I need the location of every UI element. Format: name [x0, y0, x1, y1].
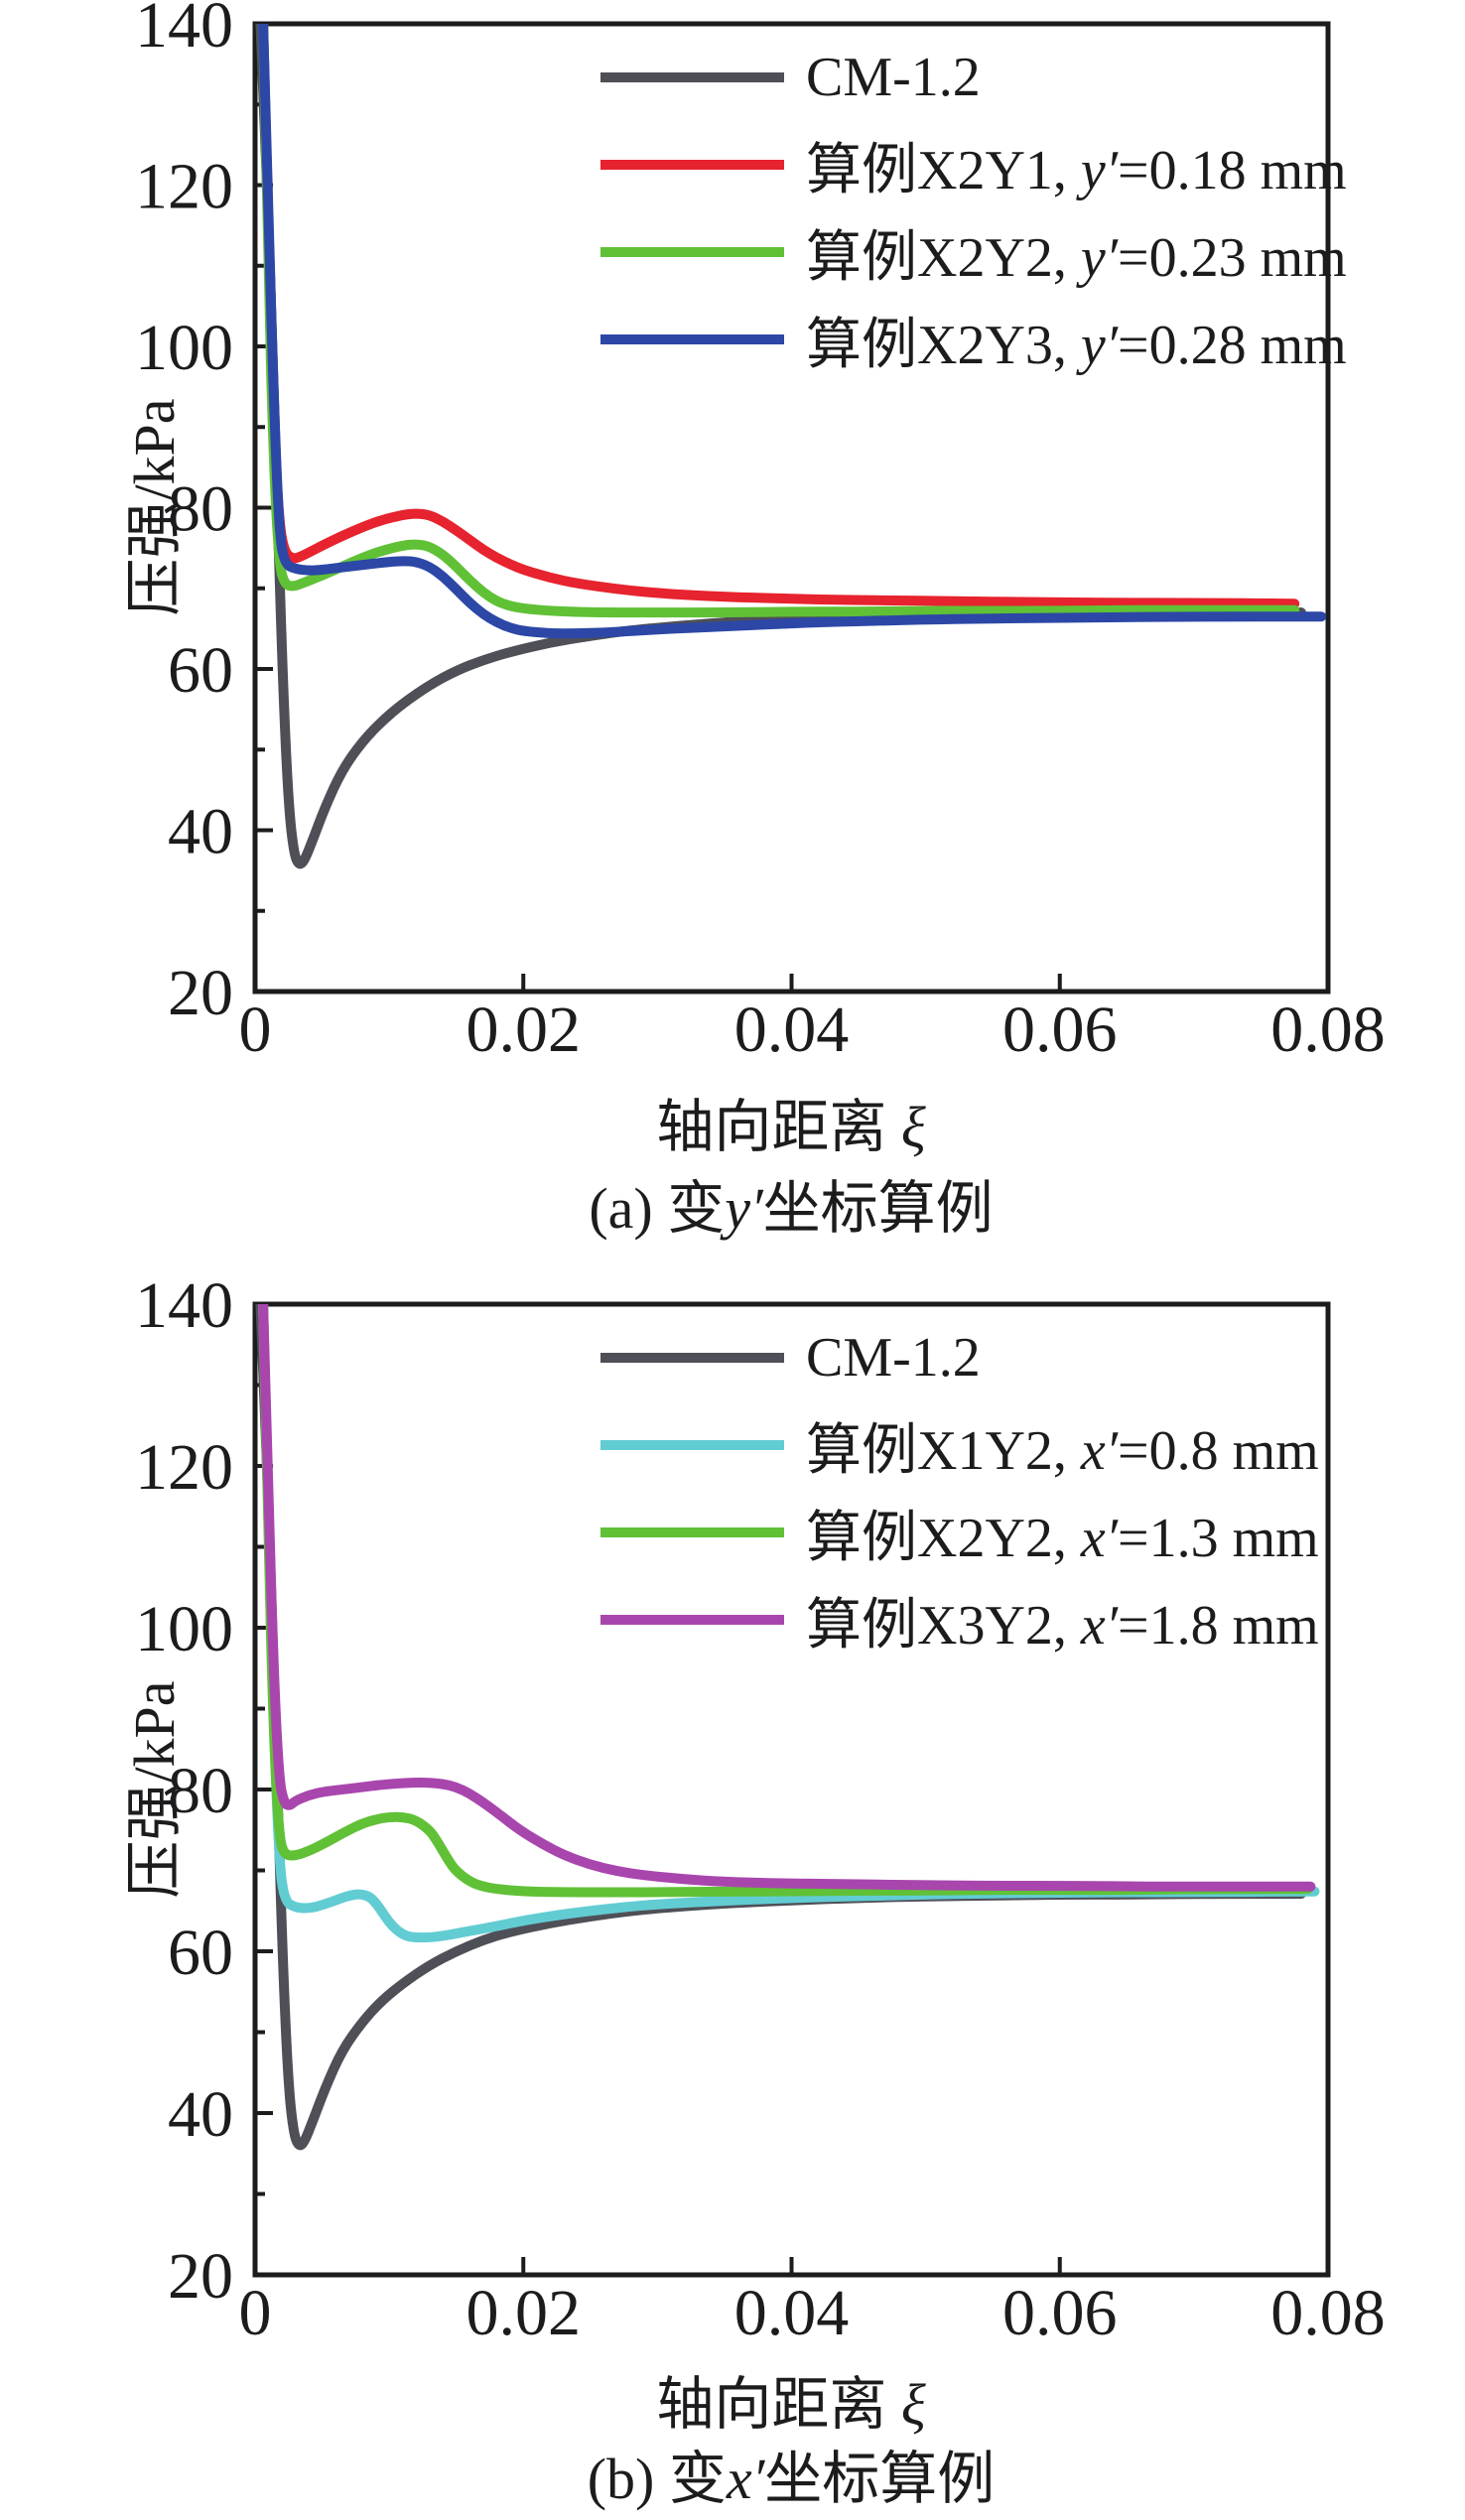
chart-a-plot: 140 120 100 80 60 40 200 0.02 0.04 0.06 0.08 [135, 0, 1386, 1066]
legend-item: CM-1.2 [600, 1314, 1319, 1401]
y-tick-label: 100 [135, 1593, 233, 1665]
legend-item: 算例X2Y2, x′=1.3 mm [600, 1489, 1319, 1576]
legend-item: CM-1.2 [600, 34, 1347, 121]
x-axis-title-text: 轴向距离 [656, 1095, 901, 1159]
y-tick-label: 40 [168, 2078, 233, 2151]
caption-suffix: 坐标算例 [762, 1176, 994, 1241]
x-axis-title-symbol: ξ [900, 1095, 926, 1159]
chart-a-legend: CM-1.2 算例X2Y1, y′=0.18 mm 算例X2Y2, y′=0.2… [600, 34, 1347, 383]
x-tick-label: 0.02 [466, 2277, 582, 2349]
legend-item: 算例X2Y2, y′=0.23 mm [600, 208, 1347, 296]
chart-a-x-axis-title: 轴向距离 ξ [656, 1080, 925, 1163]
x-tick-label: 0.02 [466, 994, 582, 1066]
y-tick-label: 80 [168, 473, 233, 546]
y-tick-label: 120 [135, 151, 233, 223]
chart-a-y-axis-title: 压强/kPa [122, 398, 187, 616]
legend-item: 算例X1Y2, x′=0.8 mm [600, 1401, 1319, 1489]
y-tick-label: 120 [135, 1431, 233, 1504]
x-axis-title-text: 轴向距离 [656, 2372, 901, 2437]
chart-b-plot: 140 120 100 80 60 40 200 0.02 0.04 0.06 0.08 [135, 1269, 1386, 2349]
y-tick-label: 140 [135, 1269, 233, 1342]
legend-swatch-line [600, 1440, 784, 1450]
chart-b-caption: (b) 变x′坐标算例 [588, 2432, 996, 2515]
caption-suffix: 坐标算例 [764, 2447, 996, 2511]
x-tick-label: 0.06 [1002, 2277, 1118, 2349]
legend-item: 算例X2Y3, y′=0.28 mm [600, 296, 1347, 383]
legend-swatch-line [600, 1615, 784, 1625]
legend-label: 算例X1Y2, x′=0.8 mm [806, 1419, 1319, 1482]
y-tick-label: 40 [168, 796, 233, 868]
curve-x2y1 [258, 24, 1300, 609]
x-tick-label: 0.08 [1270, 2277, 1386, 2349]
legend-swatch-line [600, 334, 784, 344]
y-tick-label: 60 [168, 634, 233, 707]
legend-swatch-line [600, 247, 784, 257]
x-tick-label: 0.08 [1270, 994, 1386, 1066]
legend-label: CM-1.2 [806, 47, 981, 108]
curve-x2y3 [258, 24, 1327, 639]
y-tick-label: 20 [168, 2240, 233, 2313]
chart-b: 140 120 100 80 60 40 20 0 0.02 0.04 0.06 0.08 压强/kP… [0, 1260, 1465, 2520]
y-tick-label: 20 [168, 957, 233, 1029]
caption-symbol: x′ [726, 2447, 765, 2511]
y-tick-label: 80 [168, 1755, 233, 1827]
y-tick-label: 60 [168, 1917, 233, 1989]
legend-label: 算例X3Y2, x′=1.8 mm [806, 1594, 1319, 1657]
caption-prefix: (a) 变 [589, 1176, 726, 1241]
x-tick-label: 0 [239, 2277, 272, 2349]
legend-label: 算例X2Y1, y′=0.18 mm [806, 139, 1347, 201]
y-tick-label: 140 [135, 0, 233, 62]
legend-item: 算例X3Y2, x′=1.8 mm [600, 1576, 1319, 1663]
caption-symbol: y′ [725, 1176, 763, 1241]
chart-b-y-axis-title: 压强/kPa [122, 1680, 187, 1899]
legend-item: 算例X2Y1, y′=0.18 mm [600, 121, 1347, 208]
x-tick-label: 0.04 [734, 2277, 850, 2349]
legend-swatch-line [600, 1353, 784, 1363]
curve-x2y2 [258, 1304, 1313, 1898]
x-tick-label: 0.06 [1002, 994, 1118, 1066]
legend-label: CM-1.2 [806, 1327, 981, 1389]
legend-label: 算例X2Y2, x′=1.3 mm [806, 1507, 1319, 1569]
caption-prefix: (b) 变 [587, 2447, 727, 2511]
legend-swatch-line [600, 72, 784, 82]
curve-x3y2 [258, 1304, 1316, 1892]
x-tick-label: 0.04 [734, 994, 850, 1066]
x-axis-title-symbol: ξ [900, 2372, 926, 2437]
chart-b-x-axis-title: 轴向距离 ξ [656, 2357, 925, 2441]
legend-label: 算例X2Y2, y′=0.23 mm [806, 226, 1347, 289]
curve-x1y2 [258, 1304, 1320, 1943]
chart-a-caption: (a) 变y′坐标算例 [589, 1161, 993, 1245]
chart-b-legend: CM-1.2 算例X1Y2, x′=0.8 mm 算例X2Y2, x′=1.3 … [600, 1314, 1319, 1663]
legend-label: 算例X2Y3, y′=0.28 mm [806, 314, 1347, 376]
chart-a: 140 120 100 80 60 40 20 0 0.02 0.04 0.06 0.08 压强/kP… [122, 0, 1386, 1245]
y-tick-label: 100 [135, 312, 233, 384]
curve-x2y2 [258, 24, 1300, 618]
legend-swatch-line [600, 160, 784, 170]
x-tick-label: 0 [239, 994, 272, 1066]
legend-swatch-line [600, 1527, 784, 1537]
